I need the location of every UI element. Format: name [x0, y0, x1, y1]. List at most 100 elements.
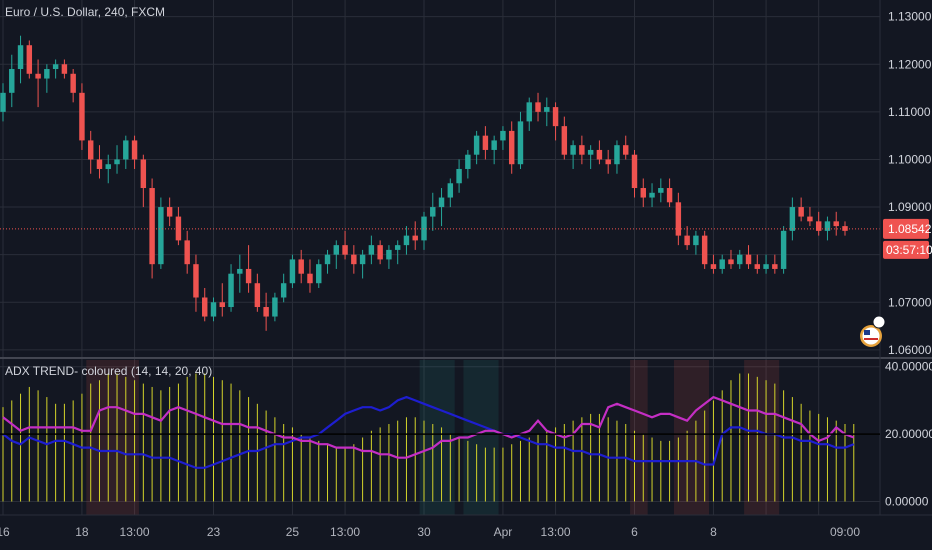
- time-axis-label: 25: [286, 525, 300, 539]
- candle-down: [842, 226, 848, 231]
- candle-down: [307, 273, 313, 284]
- time-axis-label: 13:00: [541, 525, 571, 539]
- candle-down: [254, 283, 261, 308]
- candle-up: [658, 188, 664, 193]
- candle-down: [798, 207, 804, 217]
- candle-up: [719, 259, 725, 269]
- time-axis-label: Apr: [494, 525, 513, 539]
- time-axis-label: 16: [0, 525, 10, 539]
- indicator-axis-label: 0.00000: [885, 495, 929, 509]
- candle-down: [640, 188, 646, 198]
- candle-down: [175, 216, 182, 241]
- candle-down: [579, 145, 585, 155]
- candle-down: [666, 188, 673, 203]
- last-price-label: 1.08542: [888, 222, 932, 236]
- time-axis-label: 23: [207, 525, 221, 539]
- candle-up: [333, 245, 340, 255]
- candle-up: [359, 254, 366, 265]
- candle-up: [824, 221, 831, 231]
- candle-down: [833, 221, 839, 227]
- candle-down: [772, 264, 778, 269]
- price-axis-label: 1.06000: [888, 343, 932, 357]
- candle-down: [263, 307, 269, 317]
- candle-up: [368, 245, 375, 255]
- indicator-zone: [673, 360, 710, 515]
- candle-up: [114, 159, 120, 165]
- time-axis-label: 13:00: [120, 525, 150, 539]
- flag-icon-canton: [864, 330, 870, 335]
- candle-down: [298, 259, 304, 274]
- flag-icon[interactable]: [860, 315, 886, 347]
- candle-up: [517, 121, 524, 165]
- candle-down: [351, 254, 357, 265]
- candle-up: [280, 283, 287, 298]
- axes: [0, 0, 932, 516]
- indicator-title: ADX TREND- coloured (14, 14, 20, 40): [5, 364, 212, 378]
- candle-down: [623, 145, 629, 155]
- candle-down: [87, 140, 94, 160]
- candle-down: [245, 268, 252, 284]
- candle-down: [202, 297, 208, 317]
- candle-up: [614, 145, 620, 165]
- candle-up: [465, 154, 471, 169]
- candle-up: [289, 259, 296, 284]
- indicator-axis-label: 40.00000: [885, 360, 932, 374]
- countdown-label: 03:57:10: [886, 243, 932, 257]
- time-axis-label: 8: [710, 525, 717, 539]
- price-axis-label: 1.07000: [888, 295, 932, 309]
- price-axis-label: 1.13000: [888, 10, 932, 24]
- candle-down: [79, 92, 85, 141]
- candle-down: [377, 245, 383, 260]
- candle-down: [701, 235, 708, 265]
- price-axis-label: 1.11000: [888, 105, 931, 119]
- candle-down: [149, 188, 155, 265]
- candlestick-series: [0, 35, 880, 331]
- time-axis-label: 30: [417, 525, 431, 539]
- candle-up: [430, 207, 436, 217]
- candle-down: [193, 264, 199, 298]
- candle-up: [0, 92, 6, 112]
- indicator-zone: [419, 360, 455, 515]
- candle-up: [52, 64, 59, 70]
- candle-up: [491, 140, 497, 150]
- candle-down: [605, 159, 611, 165]
- indicator-zone: [86, 360, 139, 515]
- candle-up: [570, 145, 576, 155]
- candle-down: [631, 154, 638, 189]
- indicator-zone: [630, 360, 648, 515]
- candle-down: [342, 245, 348, 255]
- candle-up: [649, 192, 655, 198]
- candle-down: [561, 126, 568, 155]
- flag-icon-event-dot: [872, 315, 886, 329]
- candle-down: [675, 202, 682, 236]
- chart-labels: 1.13000 1.12000 1.11000 1.10000 1.09000 1.070…: [0, 10, 932, 539]
- candle-down: [535, 102, 541, 112]
- candle-up: [737, 254, 743, 265]
- candle-up: [500, 130, 506, 141]
- candle-up: [210, 302, 217, 317]
- di-minus-line: [2, 395, 855, 459]
- candle-up: [324, 254, 331, 265]
- candle-down: [710, 264, 717, 269]
- candle-up: [438, 197, 445, 208]
- candle-down: [815, 221, 822, 231]
- candle-down: [754, 264, 761, 269]
- candle-down: [807, 216, 813, 222]
- candle-down: [412, 235, 418, 241]
- candle-down: [684, 235, 690, 246]
- candle-up: [105, 164, 111, 169]
- di-plus-line: [2, 395, 855, 469]
- candle-down: [728, 259, 734, 265]
- candle-down: [35, 73, 41, 79]
- candle-down: [184, 240, 190, 265]
- main-chart-title: Euro / U.S. Dollar, 240, FXCM: [5, 5, 165, 19]
- candle-up: [763, 264, 769, 269]
- candle-up: [473, 135, 480, 155]
- candle-down: [482, 135, 489, 150]
- time-axis-label: 18: [75, 525, 89, 539]
- candle-up: [123, 140, 129, 160]
- candle-down: [26, 45, 33, 74]
- candle-down: [96, 159, 103, 169]
- candle-up: [789, 207, 796, 231]
- candle-up: [587, 149, 594, 155]
